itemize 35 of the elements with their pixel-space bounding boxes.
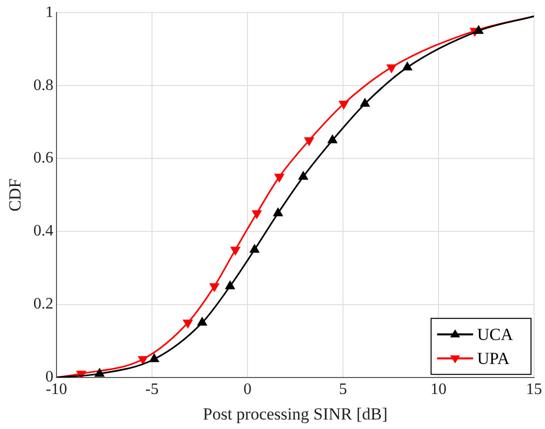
point xyxy=(94,368,104,377)
line-series xyxy=(56,15,534,378)
x-tick-label: -5 xyxy=(145,381,159,398)
point xyxy=(210,283,220,292)
y-tick-label: 0.2 xyxy=(33,296,54,313)
point xyxy=(138,356,148,365)
point xyxy=(298,171,308,180)
point xyxy=(402,62,412,70)
point xyxy=(304,137,314,146)
x-tick-label: 0 xyxy=(243,381,252,398)
point xyxy=(230,246,240,256)
x-tick-label: 10 xyxy=(430,381,446,398)
y-tick-label: 0.8 xyxy=(33,76,54,94)
point xyxy=(273,208,283,216)
point xyxy=(360,98,370,107)
legend-label: UPA xyxy=(477,348,510,368)
point xyxy=(250,244,260,253)
y-tick-label: 0.4 xyxy=(33,222,54,240)
point xyxy=(197,317,207,326)
y-tick-label: 1 xyxy=(45,4,54,21)
point xyxy=(338,100,349,110)
y-axis-title: CDF xyxy=(6,178,25,212)
point xyxy=(225,280,235,290)
point xyxy=(183,320,193,328)
point xyxy=(274,174,284,182)
point xyxy=(252,210,262,219)
x-tick-label: 15 xyxy=(526,381,542,398)
point xyxy=(386,64,396,73)
x-axis-title: Post processing SINR [dB] xyxy=(202,404,388,424)
point xyxy=(149,354,160,362)
point xyxy=(474,25,484,34)
point xyxy=(328,134,338,144)
y-tick-label: 0.6 xyxy=(33,150,54,167)
x-tick-label: 5 xyxy=(338,381,347,398)
legend-label: UCA xyxy=(477,324,514,344)
